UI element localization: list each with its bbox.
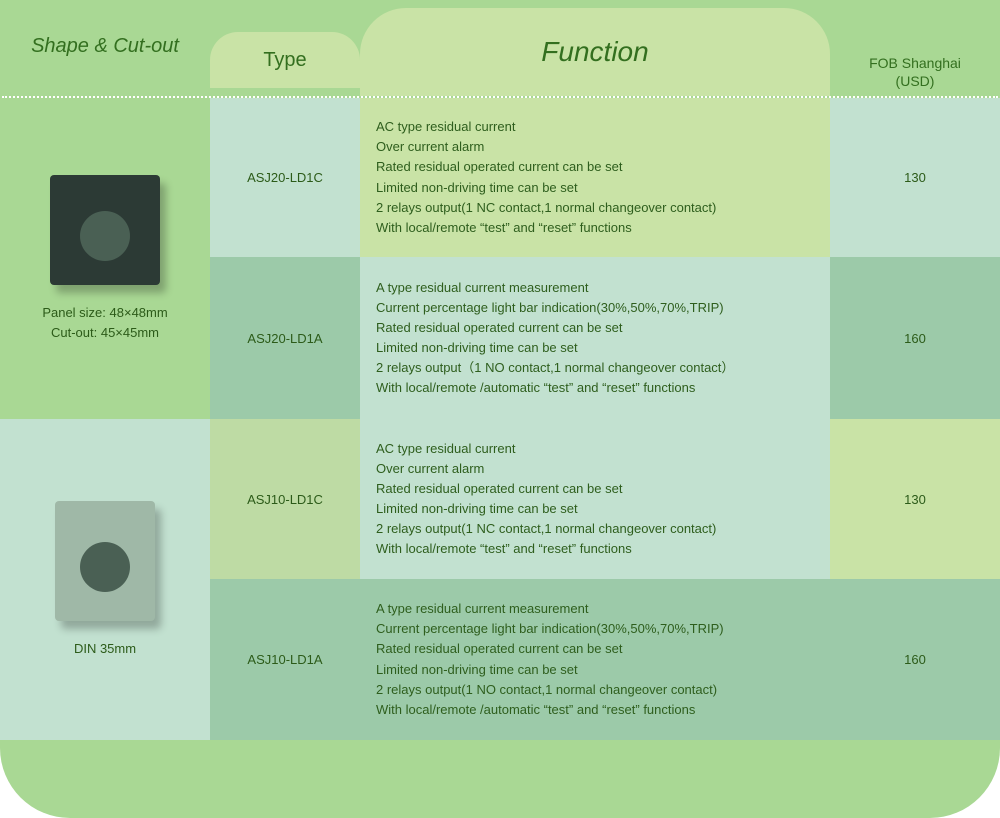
function-line: With local/remote /automatic “test” and … [376,378,734,398]
price-cell: 160 [830,579,1000,740]
function-line: Rated residual operated current can be s… [376,318,734,338]
header-tab-function: Function [360,8,830,96]
type-cell: ASJ20-LD1C [210,98,360,257]
function-line: 2 relays output(1 NC contact,1 normal ch… [376,198,716,218]
price-cell: 130 [830,98,1000,257]
function-line: 2 relays output(1 NO contact,1 normal ch… [376,680,724,700]
function-cell: AC type residual currentOver current ala… [360,98,830,257]
type-cell: ASJ20-LD1A [210,257,360,419]
function-line: A type residual current measurement [376,278,734,298]
function-line: AC type residual current [376,439,716,459]
function-line: Limited non-driving time can be set [376,178,716,198]
fob-line1: FOB Shanghai [869,54,961,72]
price-cell: 160 [830,257,1000,419]
shape-label-1: Panel size: 48×48mm [42,303,167,323]
function-line: Over current alarm [376,459,716,479]
function-line: With local/remote /automatic “test” and … [376,700,724,720]
function-cell: A type residual current measurementCurre… [360,257,830,419]
device-image-panel [50,175,160,285]
type-cell: ASJ10-LD1A [210,579,360,740]
function-line: Limited non-driving time can be set [376,338,734,358]
function-line: Limited non-driving time can be set [376,499,716,519]
function-line: A type residual current measurement [376,599,724,619]
function-line: With local/remote “test” and “reset” fun… [376,218,716,238]
function-line: With local/remote “test” and “reset” fun… [376,539,716,559]
table-row: Panel size: 48×48mm Cut-out: 45×45mm ASJ… [0,98,1000,257]
function-line: Rated residual operated current can be s… [376,479,716,499]
header-tab-fob: FOB Shanghai (USD) [830,48,1000,96]
header-tab-type: Type [210,32,360,88]
function-line: AC type residual current [376,117,716,137]
header-tab-shape: Shape & Cut-out [0,18,210,74]
fob-line2: (USD) [896,72,935,90]
function-line: Rated residual operated current can be s… [376,157,716,177]
function-cell: A type residual current measurementCurre… [360,579,830,740]
function-cell: AC type residual currentOver current ala… [360,419,830,579]
type-cell: ASJ10-LD1C [210,419,360,579]
function-line: Current percentage light bar indication(… [376,619,724,639]
table-row: DIN 35mm ASJ10-LD1C AC type residual cur… [0,419,1000,579]
device-image-din [55,501,155,621]
shape-label-2: Cut-out: 45×45mm [51,323,159,343]
function-line: Rated residual operated current can be s… [376,639,724,659]
shape-label-1: DIN 35mm [74,639,136,659]
function-line: Current percentage light bar indication(… [376,298,734,318]
function-line: Limited non-driving time can be set [376,660,724,680]
product-table: Panel size: 48×48mm Cut-out: 45×45mm ASJ… [0,98,1000,740]
card-bottom-round [0,748,1000,818]
price-cell: 130 [830,419,1000,579]
function-line: 2 relays output（1 NO contact,1 normal ch… [376,358,734,378]
function-line: 2 relays output(1 NC contact,1 normal ch… [376,519,716,539]
function-line: Over current alarm [376,137,716,157]
